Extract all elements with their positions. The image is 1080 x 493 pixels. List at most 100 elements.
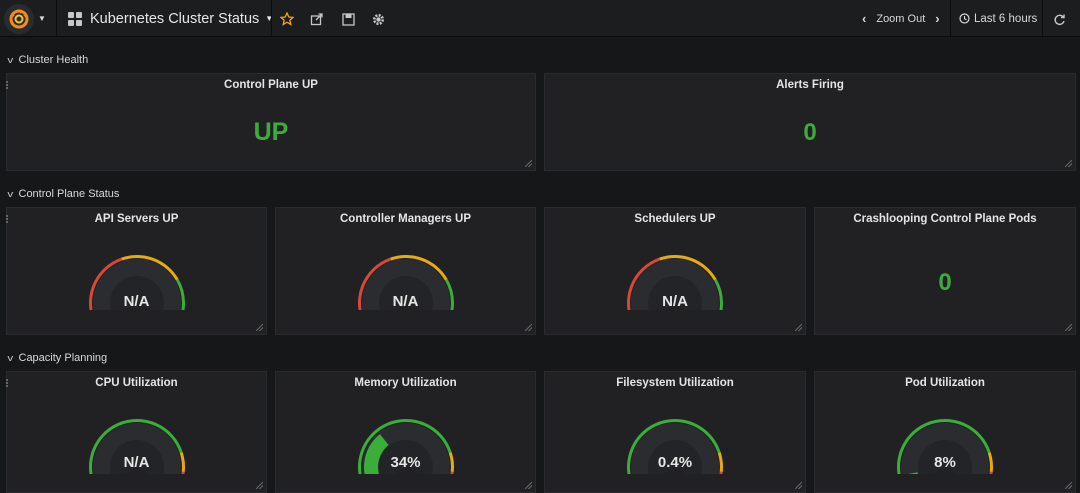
gauge-threshold-band	[179, 452, 185, 473]
panel-title: Filesystem Utilization	[616, 377, 734, 389]
grafana-logo-menu[interactable]: ▼	[4, 2, 52, 35]
panel-schedulers-up[interactable]: Schedulers UP N/A	[544, 207, 806, 335]
gauge-inner	[109, 276, 164, 310]
gauge-pods	[897, 419, 993, 474]
gauge-threshold-band	[389, 255, 448, 281]
gauge-schedulers	[627, 255, 723, 310]
panel-title: Alerts Firing	[776, 79, 844, 91]
panel-pod-utilization[interactable]: Pod Utilization 8%	[814, 371, 1076, 493]
gauge-value: 8%	[934, 454, 956, 471]
resize-handle[interactable]	[795, 324, 802, 331]
row-title: Cluster Health	[18, 54, 89, 66]
gauge-threshold-band	[719, 471, 723, 474]
gauge-memory	[357, 419, 454, 474]
chevron-right-icon[interactable]: ›	[935, 11, 940, 26]
gauge-threshold-band	[88, 257, 122, 310]
gauge-threshold-band	[713, 279, 723, 310]
gauge-threshold-band	[449, 471, 454, 474]
grafana-logo-icon	[4, 3, 34, 34]
gauge-value: N/A	[123, 454, 150, 471]
panel-title: Schedulers UP	[634, 213, 716, 225]
stat-value: 0	[803, 119, 817, 146]
gauge-api-servers	[88, 255, 185, 310]
gauge-cpu	[88, 419, 185, 474]
dashboard-picker[interactable]: Kubernetes Cluster Status ▼	[68, 0, 273, 37]
navbar-divider	[1042, 0, 1043, 37]
save-icon[interactable]	[338, 9, 358, 29]
panel-cpu-utilization[interactable]: CPU Utilization N/A	[6, 371, 267, 493]
gauge-threshold-band	[987, 452, 993, 473]
resize-handle[interactable]	[525, 160, 532, 167]
panel-alerts-firing[interactable]: Alerts Firing 0	[544, 73, 1076, 171]
gauge-threshold-band	[989, 471, 993, 474]
navbar-divider	[56, 0, 57, 37]
panel-filesystem-utilization[interactable]: Filesystem Utilization 0.4%	[544, 371, 806, 493]
dashboard-grid-icon	[68, 11, 82, 26]
drag-handle[interactable]	[6, 378, 10, 388]
resize-handle[interactable]	[1065, 324, 1072, 331]
gauge-inner	[648, 440, 702, 474]
gauge-threshold-band	[357, 257, 391, 310]
drag-handle[interactable]	[6, 214, 10, 224]
resize-handle[interactable]	[256, 482, 263, 489]
stat-value: UP	[253, 118, 289, 146]
chevron-down-icon: ▼	[38, 14, 46, 23]
row-title: Control Plane Status	[18, 188, 120, 200]
time-range-label: Last 6 hours	[974, 12, 1038, 25]
chevron-down-icon: ▼	[265, 14, 274, 23]
resize-handle[interactable]	[525, 482, 532, 489]
chevron-left-icon[interactable]: ‹	[862, 11, 867, 26]
gauge-inner	[378, 276, 433, 310]
row-control-plane-status[interactable]: v Control Plane Status	[7, 185, 120, 203]
row-capacity-planning[interactable]: v Capacity Planning	[7, 349, 107, 367]
drag-handle[interactable]	[6, 80, 10, 90]
gauge-threshold-band	[717, 452, 723, 473]
panel-title: Control Plane UP	[224, 79, 318, 91]
gauge-inner	[378, 440, 433, 474]
resize-handle[interactable]	[795, 482, 802, 489]
zoom-out-button[interactable]: Zoom Out	[876, 12, 926, 25]
panel-control-plane-up[interactable]: Control Plane UP UP	[6, 73, 536, 171]
gauge-threshold-band	[180, 471, 185, 474]
navbar-divider	[950, 0, 951, 37]
panel-title: Memory Utilization	[354, 377, 457, 389]
gauge-threshold-band	[120, 255, 179, 281]
gauge-inner	[918, 440, 972, 474]
gauge-inner	[109, 440, 164, 474]
gauge-value: 0.4%	[657, 454, 693, 471]
refresh-icon[interactable]	[1049, 9, 1069, 29]
panel-title: Pod Utilization	[905, 377, 985, 389]
gauge-threshold-band	[444, 279, 454, 310]
share-icon[interactable]	[307, 9, 327, 29]
star-icon[interactable]	[277, 9, 297, 29]
gauge-threshold-band	[448, 452, 454, 473]
gauge-value: N/A	[123, 293, 150, 310]
gear-icon[interactable]	[368, 9, 388, 29]
gauge-value-arc	[363, 434, 389, 474]
top-navbar: ▼ Kubernetes Cluster Status ▼ ‹ Zoom Out…	[0, 0, 1080, 37]
gauge-value: N/A	[392, 293, 419, 310]
chevron-down-icon: v	[7, 189, 14, 199]
gauge-value: N/A	[662, 293, 688, 310]
clock-icon	[959, 13, 970, 24]
resize-handle[interactable]	[1065, 160, 1072, 167]
dashboard-title: Kubernetes Cluster Status	[90, 10, 260, 27]
gauge-threshold-band	[175, 279, 185, 310]
gauge-threshold-band	[627, 257, 661, 310]
row-cluster-health[interactable]: v Cluster Health	[7, 51, 89, 69]
resize-handle[interactable]	[256, 324, 263, 331]
panel-crashlooping-pods[interactable]: Crashlooping Control Plane Pods 0	[814, 207, 1076, 335]
gauge-threshold-band	[659, 255, 717, 281]
time-picker[interactable]: Last 6 hours	[959, 0, 1037, 37]
panel-controller-managers-up[interactable]: Controller Managers UP N/A	[275, 207, 536, 335]
chevron-down-icon: v	[7, 353, 14, 363]
zoom-controls: ‹ Zoom Out ›	[862, 0, 940, 37]
panel-memory-utilization[interactable]: Memory Utilization 34%	[275, 371, 536, 493]
panel-title: Crashlooping Control Plane Pods	[853, 213, 1037, 225]
gauge-filesystem	[627, 419, 723, 474]
resize-handle[interactable]	[525, 324, 532, 331]
panel-api-servers-up[interactable]: API Servers UP N/A	[6, 207, 267, 335]
panel-title: CPU Utilization	[95, 377, 178, 389]
gauge-controller-managers	[357, 255, 454, 310]
resize-handle[interactable]	[1065, 482, 1072, 489]
